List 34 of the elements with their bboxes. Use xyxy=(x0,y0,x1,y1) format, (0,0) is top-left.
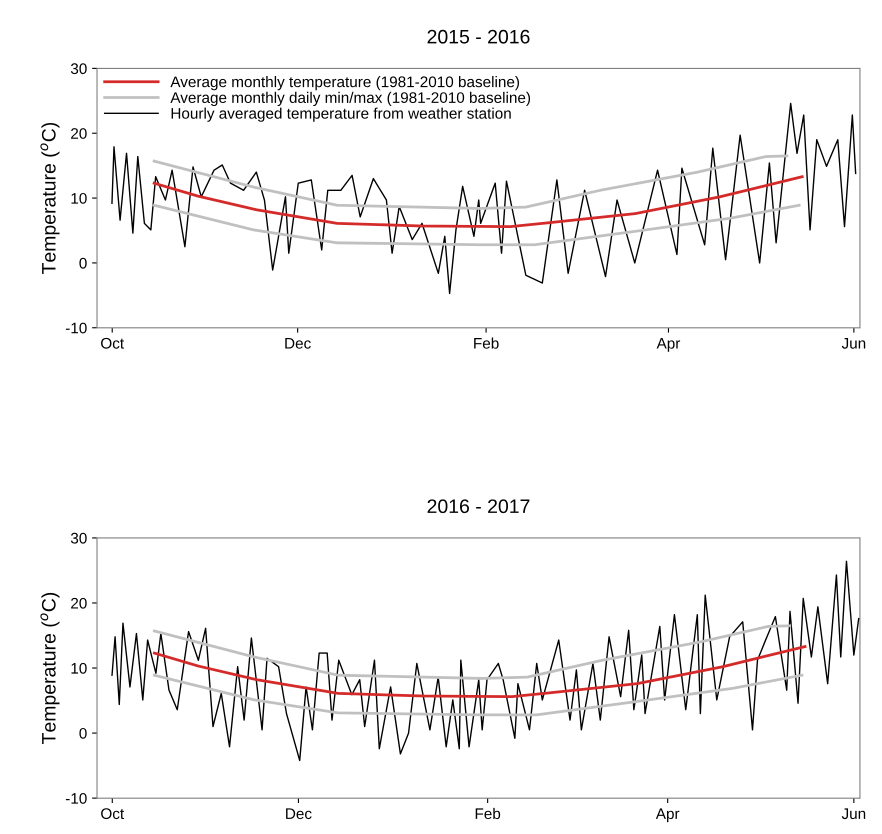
x-tick-label: Apr xyxy=(656,808,680,822)
y-tick-label: 0 xyxy=(79,728,87,739)
line-series xyxy=(152,645,806,698)
x-tick-label: Feb xyxy=(476,808,500,820)
line-series xyxy=(152,175,804,228)
x-tick-label: Feb xyxy=(474,337,499,349)
chart-title: 2016 - 2017 xyxy=(428,499,530,514)
y-tick-label: -10 xyxy=(66,322,87,334)
y-tick-label: 0 xyxy=(79,258,87,269)
x-tick-label: Oct xyxy=(101,338,124,349)
y-axis-title: Temperature ($^{o}$C) xyxy=(40,592,60,744)
line-series xyxy=(152,674,804,716)
chart-title: 2015 - 2016 xyxy=(428,30,530,44)
legend-label: Average monthly temperature (1981-2010 baseline) xyxy=(170,76,520,90)
y-tick-label: 10 xyxy=(71,662,87,674)
x-tick-label: Apr xyxy=(656,338,680,352)
y-tick-label: 30 xyxy=(70,532,87,544)
y-tick-label: 20 xyxy=(71,128,87,139)
line-series xyxy=(111,560,860,762)
line-series xyxy=(152,624,792,680)
x-tick-label: Dec xyxy=(285,338,311,349)
y-tick-label: 30 xyxy=(70,63,87,74)
x-tick-label: Dec xyxy=(286,808,312,820)
x-tick-label: Oct xyxy=(101,808,124,820)
x-tick-label: Jun xyxy=(842,338,866,349)
legend-label: Hourly averaged temperature from weather station xyxy=(172,108,511,122)
y-tick-label: 10 xyxy=(71,192,87,204)
y-axis-title: Temperature ($^{o}$C) xyxy=(40,122,60,274)
y-tick-label: 20 xyxy=(71,598,87,609)
line-series xyxy=(152,204,801,246)
legend-label: Average monthly daily min/max (1981-2010 baseline) xyxy=(170,92,530,106)
y-tick-label: -10 xyxy=(66,793,87,804)
line-series xyxy=(152,154,788,210)
x-tick-label: Jun xyxy=(842,808,866,820)
